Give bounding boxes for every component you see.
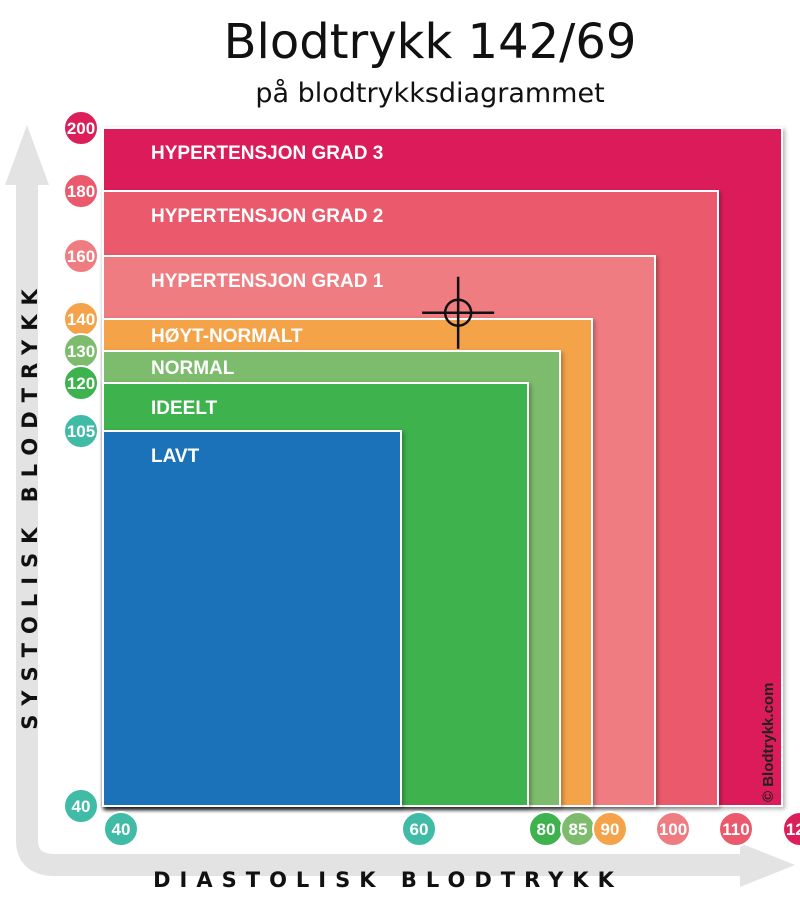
svg-text:110: 110 [722, 820, 749, 839]
zone-label-hypertensjon-grad-3: HYPERTENSJON GRAD 3 [151, 143, 383, 164]
zone-label-hypertensjon-grad-2: HYPERTENSJON GRAD 2 [151, 206, 383, 227]
svg-text:100: 100 [659, 820, 687, 839]
y-axis-arrowhead [5, 125, 49, 185]
zone-label-ideelt: IDEELT [151, 398, 218, 419]
y-tick-180: 180 [63, 173, 99, 209]
x-tick-80: 80 [528, 811, 564, 847]
svg-text:200: 200 [67, 119, 95, 138]
x-tick-110: 110 [718, 811, 754, 847]
y-tick-105: 105 [63, 413, 99, 449]
zone-label-h-yt-normalt: HØYT-NORMALT [151, 326, 303, 347]
x-tick-layer: 40 60 80 85 90 100 110 120 [103, 811, 800, 847]
zone-label-normal: NORMAL [151, 358, 235, 379]
x-axis-arrowhead [740, 843, 795, 887]
y-tick-130: 130 [63, 333, 99, 369]
x-tick-40: 40 [103, 811, 139, 847]
x-tick-85: 85 [560, 811, 596, 847]
svg-text:80: 80 [537, 820, 556, 839]
x-tick-90: 90 [592, 811, 628, 847]
svg-text:140: 140 [67, 310, 95, 329]
zone-label-hypertensjon-grad-1: HYPERTENSJON GRAD 1 [151, 271, 384, 292]
copyright-credit: © Blodtrykk.com [760, 683, 777, 802]
y-tick-120: 120 [63, 365, 99, 401]
svg-text:40: 40 [72, 797, 91, 816]
zone-label-layer: HYPERTENSJON GRAD 3 HYPERTENSJON GRAD 2 HY… [151, 143, 384, 467]
axis-frame [5, 125, 795, 887]
crosshair-ring [443, 298, 473, 327]
page-title: Blodtrykk 142/69 [223, 14, 637, 70]
reading-crosshair-marker [422, 276, 495, 349]
x-tick-60: 60 [401, 811, 437, 847]
svg-text:85: 85 [569, 820, 588, 839]
y-tick-200: 200 [63, 110, 99, 146]
svg-text:90: 90 [601, 820, 620, 839]
x-tick-120: 120 [782, 811, 800, 847]
svg-text:180: 180 [67, 182, 95, 201]
y-tick-140: 140 [63, 301, 99, 337]
x-axis-title: DIASTOLISK BLODTRYKK [153, 868, 623, 892]
zone-label-lavt: LAVT [151, 446, 200, 467]
svg-text:130: 130 [67, 342, 95, 361]
svg-text:120: 120 [67, 374, 95, 393]
y-tick-40: 40 [63, 788, 99, 824]
x-tick-100: 100 [655, 811, 691, 847]
axis-arrow-band [16, 170, 745, 876]
svg-text:40: 40 [112, 820, 131, 839]
y-tick-160: 160 [63, 238, 99, 274]
svg-text:60: 60 [410, 820, 429, 839]
svg-text:105: 105 [67, 422, 95, 441]
zone-lavt [102, 430, 402, 807]
zone-layer [102, 127, 783, 807]
y-axis-title: SYSTOLISK BLODTRYKK [18, 280, 42, 730]
svg-text:120: 120 [786, 820, 800, 839]
y-tick-layer: 200 180 160 140 130 120 105 40 [63, 110, 99, 824]
svg-text:160: 160 [67, 247, 95, 266]
page-subtitle: på blodtrykksdiagrammet [255, 78, 605, 109]
